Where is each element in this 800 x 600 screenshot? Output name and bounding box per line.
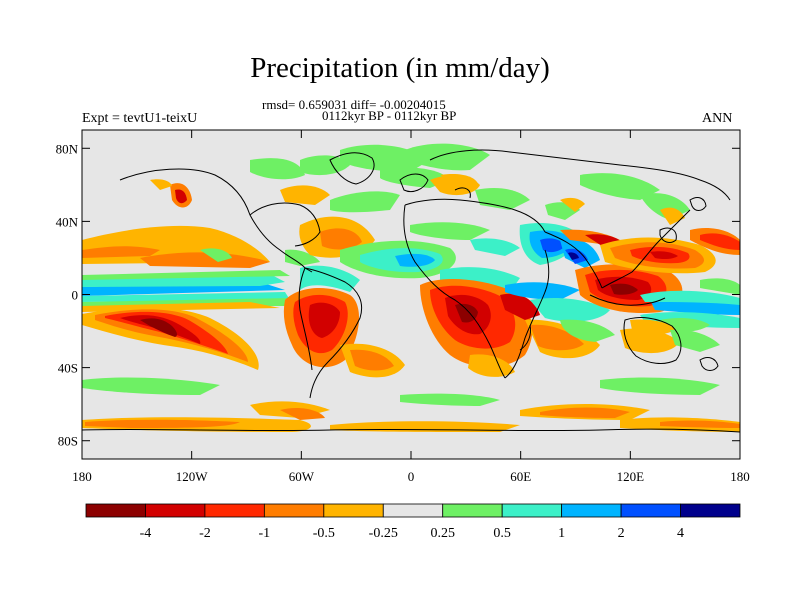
colorbar-segment <box>323 503 384 518</box>
colorbar-label: -2 <box>199 526 211 541</box>
lon-tick-label: 60W <box>289 469 315 484</box>
lat-tick-label: 40S <box>58 361 78 376</box>
colorbar-segment <box>680 503 741 518</box>
lon-tick-label: 120W <box>176 469 209 484</box>
longitude-axis: 180 120W 60W 0 60E 120E 180 <box>72 130 750 484</box>
coastlines <box>82 149 740 433</box>
colorbar-label: -1 <box>259 526 271 541</box>
colorbar-label: 0.5 <box>493 526 511 541</box>
colorbar: -4 -2 -1 -0.5 -0.25 0.25 0.5 1 2 4 <box>85 503 741 541</box>
colorbar-segment <box>85 503 146 518</box>
colorbar-label: 1 <box>558 526 565 541</box>
colorbar-segment <box>204 503 265 518</box>
lon-tick-label: 180 <box>730 469 750 484</box>
colorbar-segment <box>263 503 325 518</box>
lon-tick-label: 180 <box>72 469 92 484</box>
lat-tick-label: 0 <box>72 288 79 303</box>
colorbar-label: -0.25 <box>369 526 398 541</box>
colorbar-label: 2 <box>618 526 625 541</box>
colorbar-segment <box>620 503 681 518</box>
rmsd-diff-stats: rmsd= 0.659031 diff= -0.00204015 <box>262 97 446 112</box>
lon-tick-label: 60E <box>510 469 531 484</box>
lat-tick-label: 40N <box>56 214 79 229</box>
colorbar-segment <box>442 503 503 518</box>
colorbar-segment <box>561 503 622 518</box>
colorbar-label: 0.25 <box>430 526 455 541</box>
colorbar-segment <box>501 503 563 518</box>
colorbar-label: -4 <box>140 526 152 541</box>
colorbar-label: 4 <box>677 526 684 541</box>
colorbar-segment <box>382 503 444 518</box>
map-plot-area: 80N 40N 0 40S 80S 180 120W 60W 0 60E 120E 180 <box>56 129 750 484</box>
colorbar-label: -0.5 <box>313 526 335 541</box>
season-label: ANN <box>702 111 733 126</box>
map-title: Precipitation (in mm/day) <box>250 52 550 84</box>
lat-tick-label: 80S <box>58 434 78 449</box>
experiment-label: Expt = tevtU1-teixU <box>82 111 198 126</box>
lat-tick-label: 80N <box>56 141 79 156</box>
period-label: 0112kyr BP - 0112kyr BP <box>322 108 457 123</box>
colorbar-segment <box>145 503 206 518</box>
latitude-axis: 80N 40N 0 40S 80S <box>56 141 740 449</box>
lon-tick-label: 0 <box>408 469 415 484</box>
anomaly-fields <box>82 143 740 432</box>
lon-tick-label: 120E <box>617 469 645 484</box>
